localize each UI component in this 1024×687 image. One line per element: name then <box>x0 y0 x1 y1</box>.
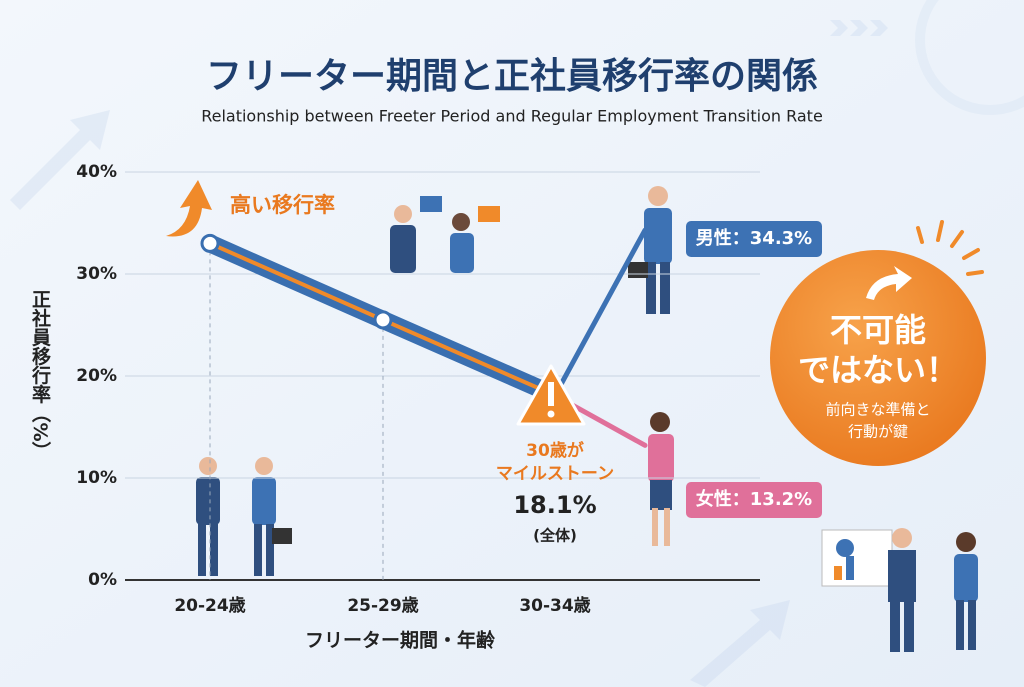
value-label-box <box>686 482 822 518</box>
value-label: 18.1% <box>513 491 596 519</box>
x-tick-label: 20-24歳 <box>174 595 245 616</box>
point <box>373 310 393 330</box>
y-axis-label: 正社員移行率（%） <box>29 289 52 460</box>
warning-icon <box>516 364 586 426</box>
x-axis-label: フリーター期間・年齢 <box>305 629 496 652</box>
callout: 不可能 ではない！ 前向きな準備と 行動が鍵 <box>770 220 986 466</box>
decor <box>10 0 1024 687</box>
callout-text: 前向きな準備と <box>825 401 930 419</box>
callout-text: 行動が鍵 <box>848 423 908 441</box>
chart-subtitle: Relationship between Freeter Period and … <box>201 107 823 126</box>
x-tick-label: 30-34歳 <box>519 595 590 616</box>
series-name: (全体) <box>533 527 577 545</box>
annotation: 30歳が <box>526 440 584 461</box>
x-tick-label: 25-29歳 <box>347 595 418 616</box>
y-tick-label: 0% <box>88 570 117 590</box>
value-label: 女性：13.2% <box>696 488 812 510</box>
series-line <box>552 227 648 398</box>
value-label-box <box>686 221 822 257</box>
y-tick-label: 40% <box>76 162 117 182</box>
point <box>200 233 220 253</box>
value-label: 男性：34.3% <box>696 227 812 249</box>
y-tick-label: 30% <box>76 264 117 284</box>
y-tick-label: 20% <box>76 366 117 386</box>
annotation: マイルストーン <box>496 464 614 484</box>
annotation: 高い移行率 <box>230 193 335 217</box>
callout-title: ではない！ <box>798 351 958 389</box>
illustration <box>196 186 978 652</box>
chart-title: フリーター期間と正社員移行率の関係 <box>206 56 818 97</box>
y-tick-label: 10% <box>76 468 117 488</box>
high-annotation: 高い移行率 <box>166 180 335 237</box>
callout-title: 不可能 <box>830 311 926 349</box>
